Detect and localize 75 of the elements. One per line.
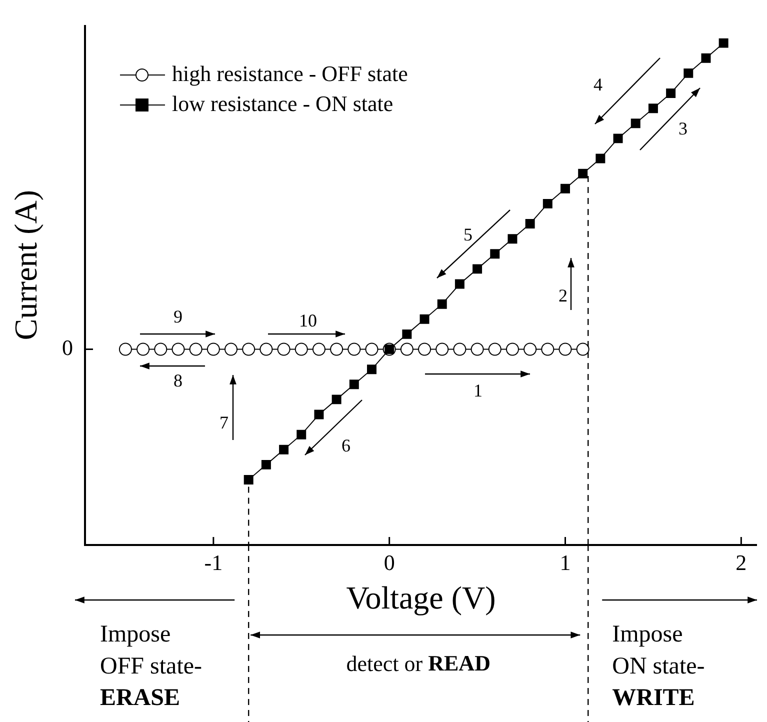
x-axis-title: Voltage (V) <box>346 579 496 616</box>
text: Impose OFF state- ERASE <box>100 621 202 712</box>
y-axis-title: Current (A) <box>7 190 44 340</box>
point <box>613 134 623 144</box>
point <box>558 342 572 356</box>
point <box>684 68 694 78</box>
point <box>172 342 185 356</box>
annotation: 4 <box>594 74 602 95</box>
x-tick-label: 1 <box>560 550 571 575</box>
point <box>348 342 361 356</box>
point <box>261 460 271 470</box>
point <box>418 342 432 356</box>
point <box>490 249 500 259</box>
point <box>488 342 502 356</box>
point <box>189 342 202 356</box>
point <box>596 154 606 164</box>
text: detect or READ <box>346 650 490 676</box>
point <box>224 342 238 356</box>
annotation: 1 <box>474 380 482 401</box>
point <box>524 342 537 356</box>
point <box>578 168 588 178</box>
point <box>718 38 728 48</box>
point <box>330 342 344 356</box>
point <box>367 364 376 374</box>
point <box>154 342 168 356</box>
point <box>136 342 150 356</box>
point <box>630 118 640 128</box>
point <box>294 342 308 356</box>
x-tick-label: 0 <box>384 550 395 575</box>
point <box>242 342 256 356</box>
point <box>454 279 464 289</box>
point <box>349 380 359 390</box>
x-tick-label: 2 <box>736 550 747 575</box>
point <box>206 342 220 356</box>
annotation: 7 <box>220 412 228 433</box>
point <box>279 444 289 454</box>
point <box>525 219 535 229</box>
point <box>541 342 554 356</box>
point <box>508 234 518 244</box>
annotation: 8 <box>174 370 182 391</box>
point <box>400 342 414 356</box>
point <box>365 342 378 356</box>
point <box>470 342 484 356</box>
text: Impose ON state- WRITE <box>612 621 705 712</box>
point <box>332 394 342 404</box>
annotation: 3 <box>678 118 688 139</box>
point <box>436 342 449 356</box>
point <box>437 299 447 309</box>
annotation: 9 <box>174 306 182 327</box>
point <box>118 342 132 356</box>
annotation: 5 <box>464 224 472 245</box>
point <box>312 342 326 356</box>
point <box>648 104 658 114</box>
point <box>260 342 273 356</box>
annotation: 10 <box>299 310 317 331</box>
point <box>701 53 711 63</box>
point <box>472 264 482 274</box>
point <box>576 342 590 356</box>
annotation: 2 <box>558 286 568 306</box>
point <box>402 329 412 339</box>
legend-label: low resistance - ON state <box>172 90 394 116</box>
point <box>542 198 552 208</box>
text: 0 <box>62 335 73 360</box>
x-tick-label: -1 <box>204 550 223 575</box>
point <box>506 342 519 356</box>
point <box>560 184 570 194</box>
point <box>666 88 676 98</box>
point <box>296 430 306 440</box>
point <box>453 342 466 356</box>
annotation: 6 <box>342 436 350 456</box>
point <box>277 342 290 356</box>
point <box>244 475 254 484</box>
point <box>314 410 324 420</box>
legend-label: high resistance - OFF state <box>172 60 408 86</box>
point <box>420 314 430 324</box>
